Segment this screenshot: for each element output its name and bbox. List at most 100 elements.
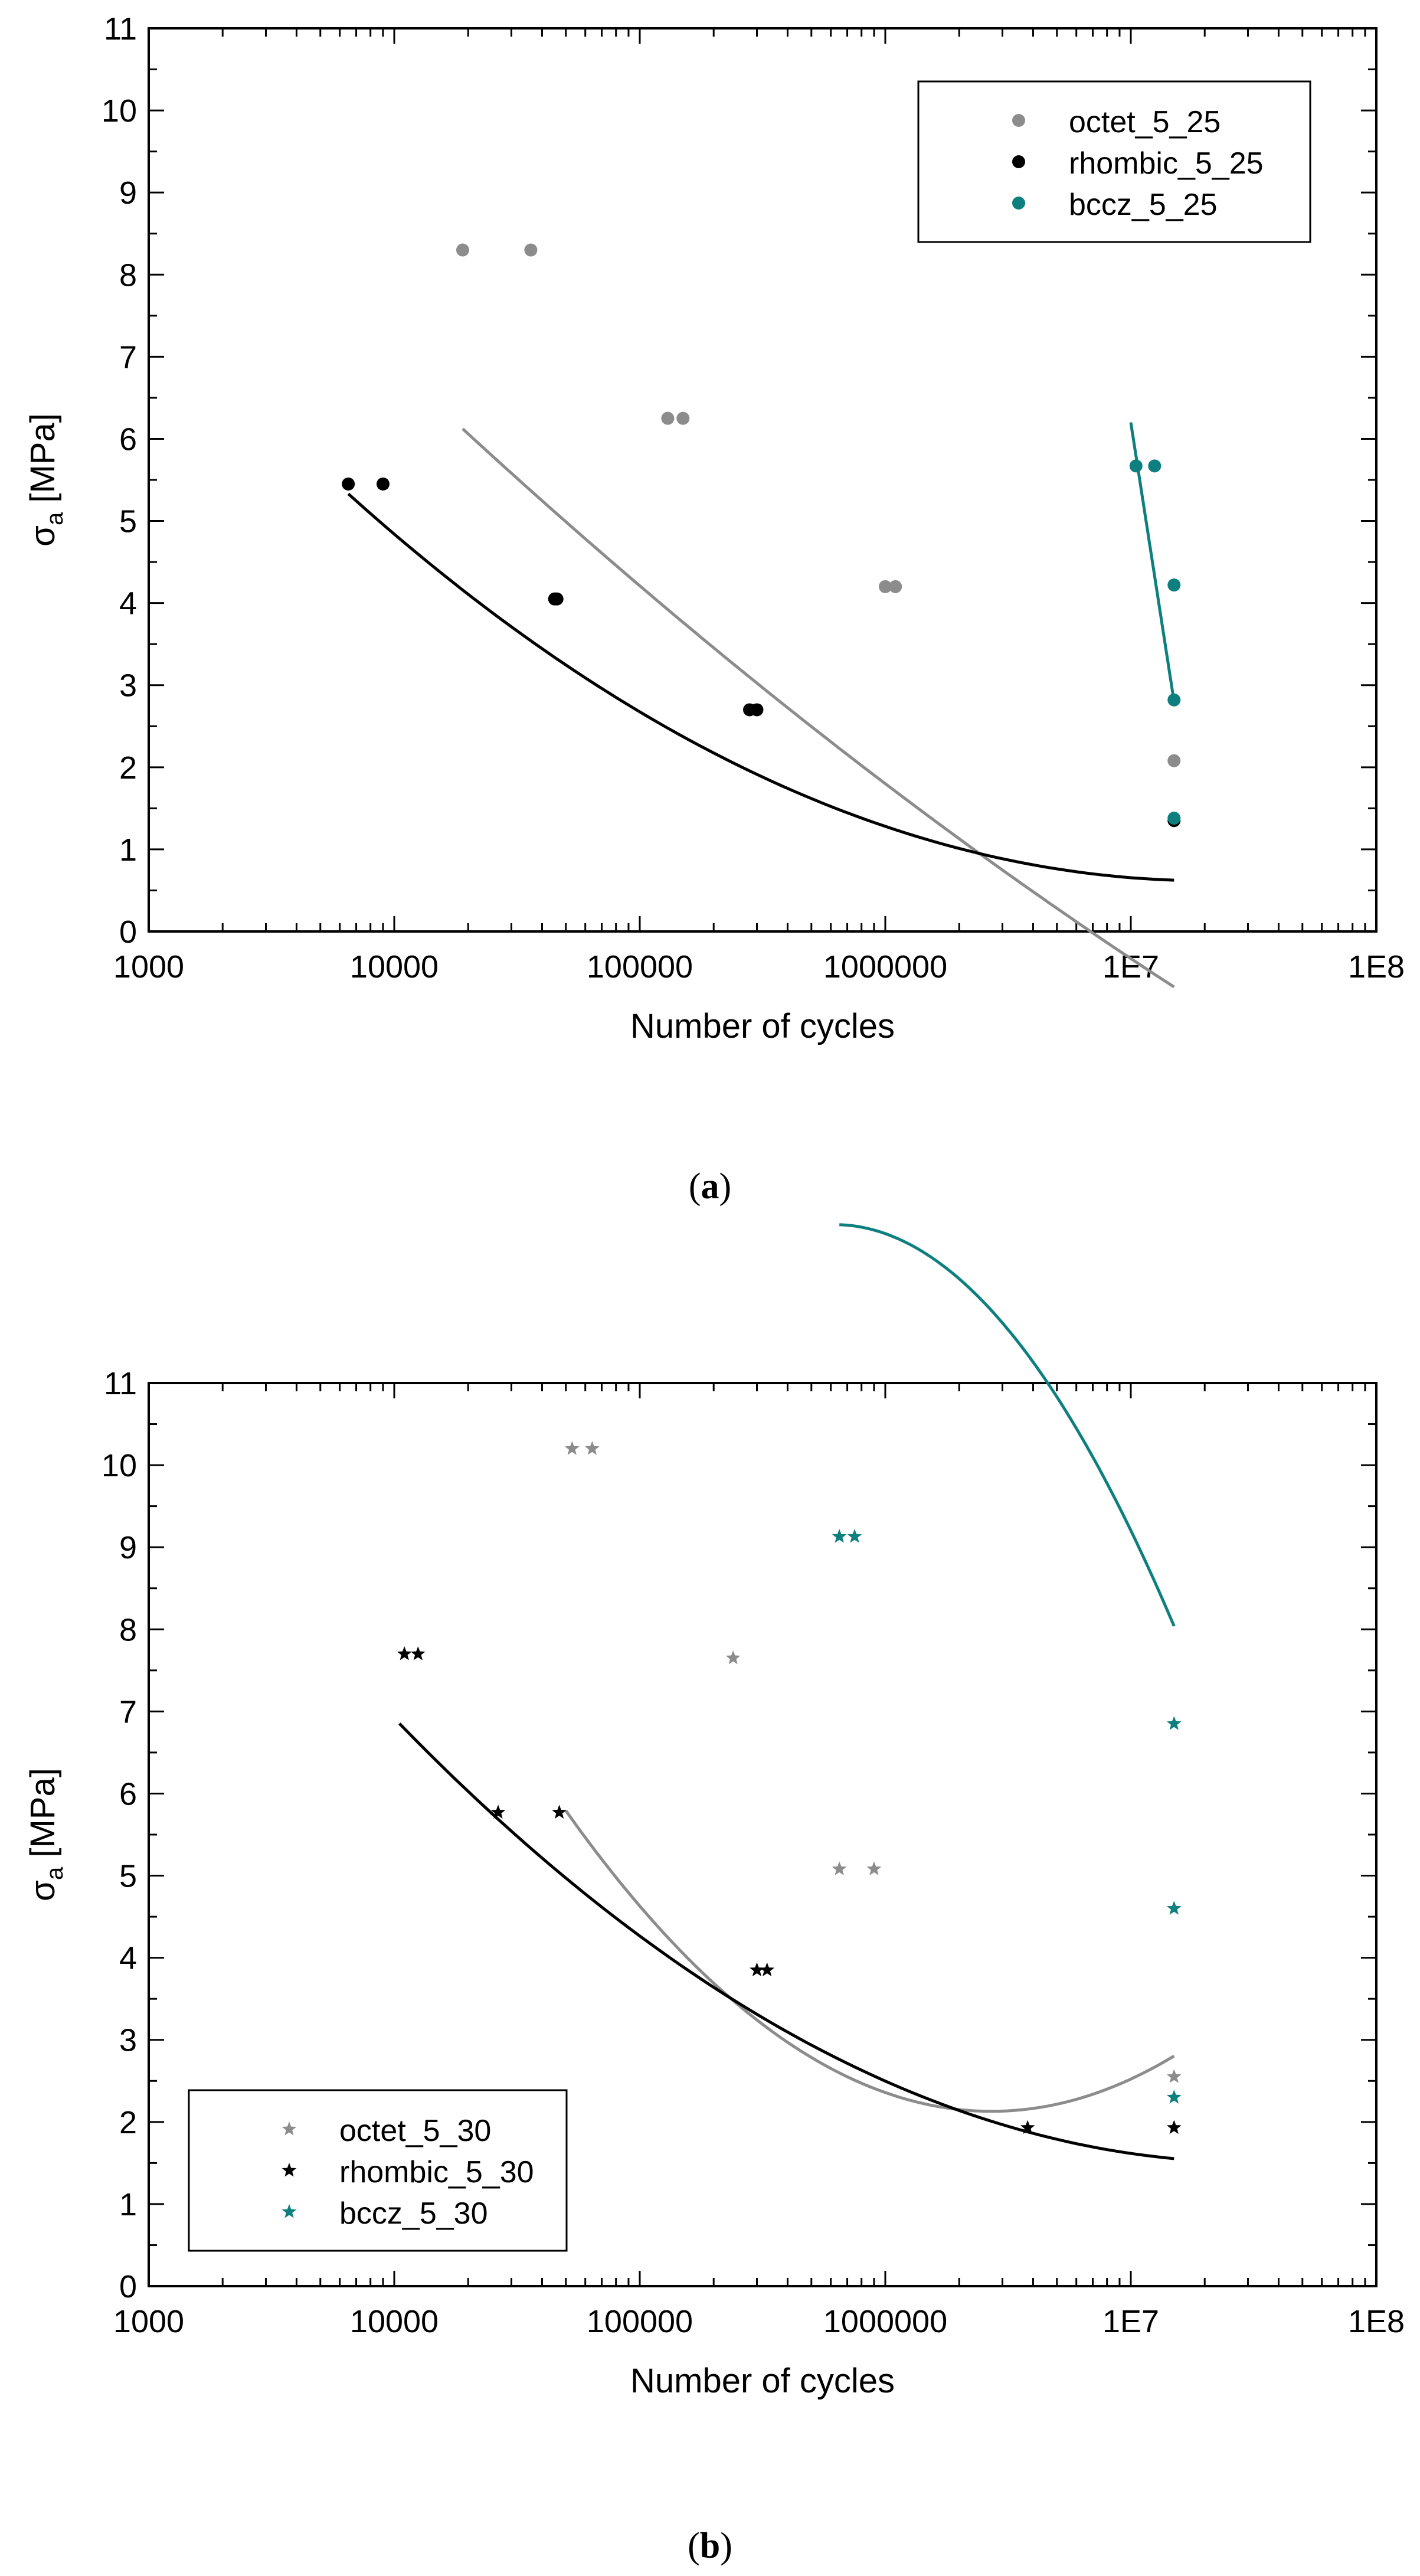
y-tick-label: 11	[104, 11, 137, 47]
y-tick-label: 3	[119, 2023, 137, 2058]
chart-panel-b: 1000 10000 100000 1000000 1E7 1E8 0 1 2 3 4 5 6 7 8 9 10…	[24, 1223, 1405, 2566]
data-point-octet-5-25	[524, 243, 538, 257]
data-point-bccz-5-30	[832, 1529, 847, 1543]
data-point-octet-5-25	[1167, 754, 1181, 767]
y-tick-label: 7	[119, 339, 137, 375]
data-point-rhombic-5-30	[490, 1804, 506, 1819]
data-point-bccz-5-25	[1129, 459, 1143, 473]
fit-line-rhombic-5-25	[347, 492, 1174, 882]
x-tick-label: 10000	[350, 2304, 439, 2339]
y-axis-unit: [MPa]	[24, 413, 62, 512]
data-point-octet-5-30	[585, 1441, 600, 1455]
y-axis-title: σa [MPa]	[24, 413, 68, 547]
y-tick-label: 5	[119, 504, 137, 540]
data-point-rhombic-5-30	[1020, 2120, 1035, 2134]
legend-marker	[1012, 155, 1025, 168]
data-point-octet-5-25	[456, 243, 469, 257]
y-tick-label: 0	[119, 2269, 137, 2304]
fit-line-rhombic-5-30	[398, 1722, 1174, 2160]
panel-caption: (a)	[689, 1166, 731, 1207]
caption-close: )	[720, 2526, 732, 2566]
y-tick-label: 8	[119, 257, 137, 293]
legend-marker	[282, 2163, 297, 2177]
y-tick-label: 4	[119, 586, 137, 622]
y-axis-symbol: σ	[24, 525, 62, 547]
data-point-rhombic-5-25	[342, 477, 355, 491]
y-tick-label: 3	[119, 668, 137, 704]
y-tick-label: 2	[119, 750, 137, 786]
data-point-rhombic-5-25	[550, 592, 564, 606]
data-point-octet-5-25	[879, 580, 892, 593]
y-tick-label: 9	[119, 175, 137, 211]
data-point-rhombic-5-30	[552, 1804, 567, 1819]
data-point-bccz-5-30	[847, 1529, 862, 1543]
data-point-rhombic-5-30	[750, 1962, 764, 1976]
y-tick-label: 1	[119, 2187, 137, 2222]
legend-marker	[1012, 197, 1025, 210]
x-tick-label: 1E7	[1102, 949, 1159, 985]
legend-label: rhombic_5_30	[339, 2155, 534, 2189]
y-axis-subscript: a	[42, 512, 68, 525]
legend-label: rhombic_5_25	[1069, 146, 1264, 181]
y-tick-label: 10	[102, 93, 137, 129]
x-tick-label: 1000000	[823, 2304, 947, 2339]
legend-marker	[282, 2121, 297, 2136]
y-tick-label: 10	[102, 1448, 137, 1483]
data-point-rhombic-5-25	[376, 477, 390, 491]
data-point-bccz-5-25	[1167, 578, 1181, 592]
x-axis-title: Number of cycles	[630, 1007, 895, 1045]
data-point-octet-5-25	[661, 411, 675, 425]
legend-marker	[282, 2204, 297, 2218]
legend-box	[917, 80, 1311, 243]
caption-letter: a	[701, 1166, 719, 1207]
x-tick-label: 1E8	[1348, 949, 1405, 985]
legend-label: octet_5_30	[339, 2114, 491, 2148]
legend-label: bccz_5_30	[339, 2196, 488, 2231]
x-tick-label: 10000	[350, 949, 439, 985]
y-tick-label: 4	[119, 1941, 137, 1976]
x-tick-label: 1000	[113, 949, 184, 985]
panel-caption: (b)	[688, 2526, 732, 2566]
x-tick-label: 1E7	[1102, 2304, 1159, 2339]
legend-label: octet_5_25	[1069, 105, 1221, 139]
fit-line-octet-5-30	[564, 1810, 1175, 2113]
x-axis-title: Number of cycles	[630, 2362, 895, 2400]
data-point-bccz-5-25	[1167, 812, 1181, 825]
fit-line-bccz-5-30	[839, 1223, 1176, 1627]
data-point-rhombic-5-30	[397, 1646, 412, 1660]
data-point-bccz-5-30	[1166, 1716, 1182, 1730]
y-axis-unit: [MPa]	[24, 1768, 62, 1867]
data-point-bccz-5-25	[1148, 459, 1161, 473]
y-axis-title: σa [MPa]	[24, 1768, 68, 1901]
y-tick-label: 6	[119, 1776, 137, 1812]
data-point-octet-5-25	[676, 411, 690, 425]
legend-marker	[1012, 114, 1025, 127]
chart-panel-a: 1000 10000 100000 1000000 1E7 1E8 0 1 2 3 4 5 6 7 8 9 10…	[24, 11, 1405, 1207]
y-tick-label: 0	[119, 914, 137, 950]
y-axis-symbol: σ	[24, 1880, 62, 1901]
y-tick-label: 6	[119, 421, 137, 457]
fit-line-octet-5-25	[462, 427, 1175, 989]
data-point-bccz-5-25	[1167, 693, 1181, 707]
data-point-rhombic-5-30	[411, 1646, 426, 1660]
data-point-bccz-5-30	[1166, 1901, 1182, 1915]
data-point-rhombic-5-25	[750, 703, 764, 717]
x-tick-label: 1E8	[1348, 2304, 1405, 2339]
caption-open: (	[689, 1166, 701, 1207]
y-tick-label: 7	[119, 1694, 137, 1730]
caption-letter: b	[700, 2526, 720, 2566]
y-axis-subscript: a	[42, 1866, 68, 1880]
data-point-octet-5-30	[1166, 2069, 1182, 2083]
legend-box	[188, 2089, 568, 2252]
y-tick-label: 11	[104, 1366, 137, 1401]
y-tick-label: 2	[119, 2105, 137, 2140]
x-tick-label: 100000	[587, 2304, 693, 2339]
data-point-octet-5-25	[889, 580, 902, 593]
x-tick-label: 1000	[113, 2304, 184, 2339]
data-point-octet-5-30	[832, 1861, 847, 1875]
x-tick-label: 1000000	[823, 949, 947, 985]
data-point-rhombic-5-30	[1166, 2120, 1182, 2134]
x-tick-label: 100000	[587, 949, 693, 985]
y-tick-label: 9	[119, 1530, 137, 1565]
